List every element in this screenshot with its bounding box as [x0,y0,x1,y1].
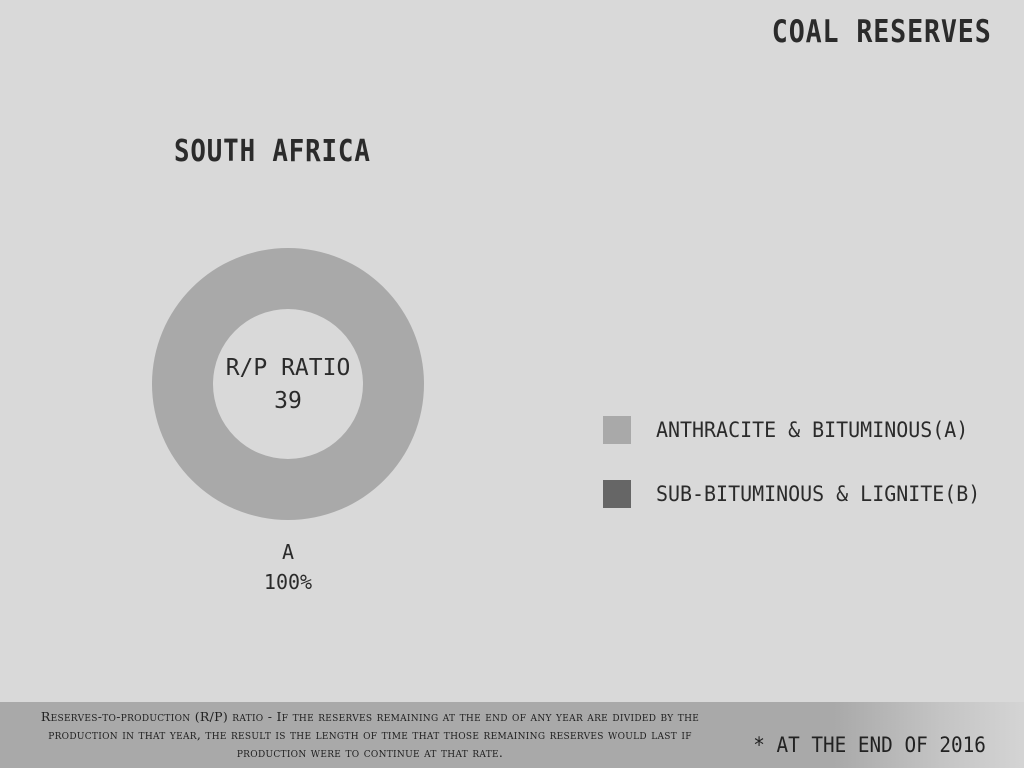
legend-label-b: SUB-BITUMINOUS & LIGNITE(B) [656,482,981,506]
footer-bar: Reserves-to-production (R/P) ratio - If … [0,702,1024,768]
legend-label-a: ANTHRACITE & BITUMINOUS(A) [656,418,969,442]
date-note: * AT THE END OF 2016 [753,733,986,757]
donut-slice-a [152,248,424,520]
donut-center-value: 39 [274,388,302,414]
rp-ratio-definition: Reserves-to-production (R/P) ratio - If … [40,709,700,760]
chart-title: SOUTH AFRICA [174,134,371,169]
slice-label-a-value: 100% [263,570,313,594]
legend-item-a: ANTHRACITE & BITUMINOUS(A) [603,416,1023,444]
page-title: COAL RESERVES [772,14,992,50]
footer-texture [834,702,1024,768]
legend-swatch-b [603,480,631,508]
legend-item-b: SUB-BITUMINOUS & LIGNITE(B) [603,480,1023,508]
legend-swatch-a [603,416,631,444]
donut-center-label: R/P RATIO [225,355,351,381]
slice-label-a-name: A [281,540,295,564]
